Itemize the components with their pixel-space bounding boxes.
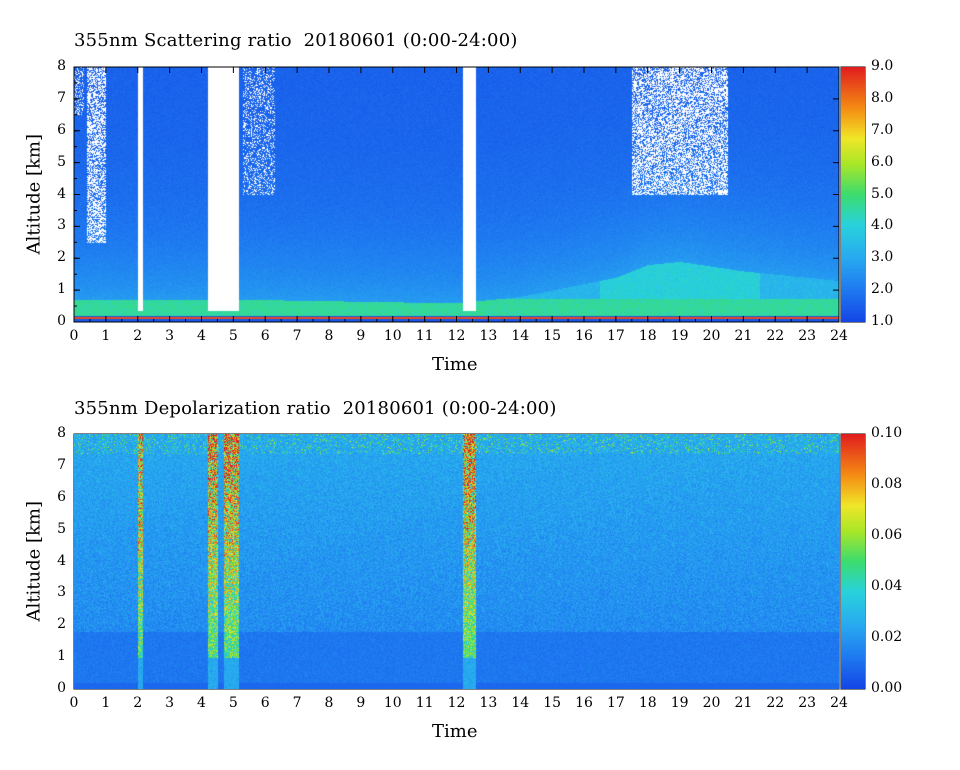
scattering-ratio-heatmap: [74, 67, 839, 322]
x-tick-label: 1: [101, 328, 111, 344]
colorbar-tick-label: 2.0: [871, 281, 894, 298]
colorbar-tick-label: 7.0: [871, 121, 894, 138]
y-tick-label: 1: [57, 281, 66, 298]
x-tick-label: 3: [165, 328, 175, 344]
x-tick-label: 3: [165, 695, 175, 711]
x-tick-label: 13: [479, 328, 498, 344]
y-tick-label: 8: [57, 58, 66, 74]
y-tick-label: 3: [57, 584, 66, 601]
x-tick-label: 21: [734, 695, 753, 711]
y-tick-label: 1: [57, 648, 66, 665]
x-tick-label: 19: [670, 695, 689, 711]
x-tick-label: 11: [415, 328, 434, 344]
x-tick-label: 22: [766, 328, 785, 344]
y-tick-label: 4: [57, 185, 66, 202]
x-tick-label: 5: [228, 695, 238, 711]
x-tick-label: 4: [197, 328, 206, 344]
x-tick-label: 11: [415, 695, 434, 711]
x-tick-label: 4: [197, 695, 206, 711]
x-tick-label: 8: [324, 695, 334, 711]
panel-2-xlabel: Time: [432, 721, 478, 742]
colorbar-tick-label: 0.06: [871, 527, 903, 543]
y-tick-label: 3: [57, 217, 66, 234]
colorbar-tick-label: 0.10: [871, 425, 903, 441]
colorbar-tick-label: 1.0: [871, 313, 894, 329]
x-tick-label: 23: [798, 695, 817, 711]
x-tick-label: 12: [447, 695, 466, 711]
panel-1-title: 355nm Scattering ratio 20180601 (0:00-24…: [74, 30, 518, 51]
x-tick-label: 2: [133, 328, 143, 344]
panel-2-ylabel: Altitude [km]: [23, 501, 45, 622]
y-tick-label: 6: [57, 121, 66, 138]
x-tick-label: 19: [670, 328, 689, 344]
x-tick-label: 9: [356, 695, 366, 711]
x-tick-label: 23: [798, 328, 817, 344]
x-tick-label: 16: [575, 695, 593, 711]
x-tick-label: 14: [511, 695, 530, 711]
colorbar-tick-label: 6.0: [871, 153, 894, 170]
colorbar-tick-label: 0.04: [871, 578, 903, 594]
x-tick-label: 16: [575, 328, 593, 344]
x-tick-label: 15: [543, 695, 562, 711]
panel-1-colorbar: [841, 67, 865, 322]
x-tick-label: 8: [324, 328, 334, 344]
x-tick-label: 13: [479, 695, 498, 711]
colorbar-tick-label: 8.0: [871, 89, 894, 106]
x-tick-label: 2: [133, 695, 143, 711]
y-tick-label: 4: [57, 552, 66, 569]
y-tick-label: 2: [57, 249, 66, 266]
colorbar-tick-label: 0.00: [871, 680, 903, 696]
y-tick-label: 6: [57, 488, 66, 505]
colorbar-tick-label: 9.0: [871, 58, 894, 74]
x-tick-label: 20: [702, 695, 721, 711]
x-tick-label: 7: [292, 328, 302, 344]
panel-1-xlabel: Time: [432, 354, 478, 375]
y-tick-label: 7: [57, 456, 66, 473]
y-tick-label: 7: [57, 89, 66, 106]
x-tick-label: 21: [734, 328, 753, 344]
x-tick-label: 10: [383, 328, 402, 344]
colorbar-tick-label: 5.0: [871, 185, 894, 202]
panel-2-colorbar: [841, 434, 865, 689]
y-tick-label: 5: [57, 153, 66, 170]
x-tick-label: 18: [638, 695, 657, 711]
x-tick-label: 0: [69, 328, 79, 344]
x-tick-label: 24: [830, 328, 848, 344]
x-tick-label: 15: [543, 328, 562, 344]
x-tick-label: 18: [638, 328, 657, 344]
x-tick-label: 9: [356, 328, 366, 344]
x-tick-label: 14: [511, 328, 530, 344]
x-tick-label: 20: [702, 328, 721, 344]
x-tick-label: 5: [228, 328, 238, 344]
colorbar-tick-label: 3.0: [871, 249, 894, 266]
x-tick-label: 12: [447, 328, 466, 344]
x-tick-label: 17: [606, 328, 625, 344]
colorbar-tick-label: 0.08: [871, 476, 903, 492]
x-tick-label: 22: [766, 695, 785, 711]
y-tick-label: 8: [57, 425, 66, 441]
y-tick-label: 0: [57, 313, 66, 329]
x-tick-label: 6: [260, 328, 270, 344]
depolarization-ratio-heatmap: [74, 434, 839, 689]
x-tick-label: 6: [260, 695, 270, 711]
y-tick-label: 5: [57, 520, 66, 537]
x-tick-label: 17: [606, 695, 625, 711]
x-tick-label: 7: [292, 695, 302, 711]
colorbar-tick-label: 0.02: [871, 629, 903, 645]
x-tick-label: 24: [830, 695, 848, 711]
panel-1-ylabel: Altitude [km]: [23, 134, 45, 255]
y-tick-label: 0: [57, 680, 66, 696]
x-tick-label: 1: [101, 695, 111, 711]
panel-2-title: 355nm Depolarization ratio 20180601 (0:0…: [74, 398, 557, 419]
colorbar-tick-label: 4.0: [871, 217, 894, 234]
x-tick-label: 10: [383, 695, 402, 711]
x-tick-label: 0: [69, 695, 79, 711]
y-tick-label: 2: [57, 616, 66, 633]
